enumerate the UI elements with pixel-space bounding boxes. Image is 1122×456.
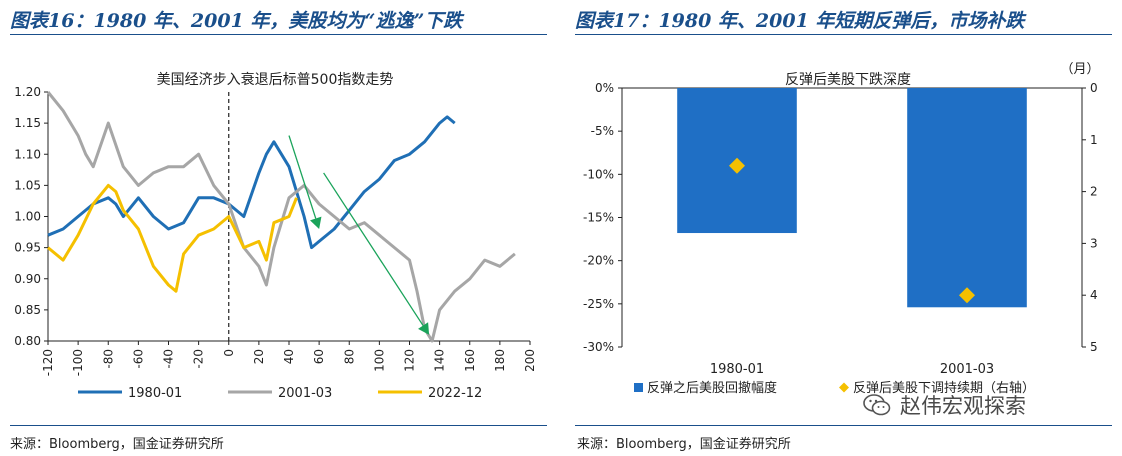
x-tick-label: -60 xyxy=(131,349,145,369)
line-chart-title: 美国经济步入衰退后标普500指数走势 xyxy=(157,71,394,88)
x-tick-label: 120 xyxy=(403,349,417,372)
y-tick-label: 0.80 xyxy=(14,334,41,348)
right-source-rule xyxy=(575,425,1112,426)
series-line-2022-12 xyxy=(47,183,298,293)
series-line-2001-03 xyxy=(46,91,516,343)
left-tick-label: -15% xyxy=(583,211,614,225)
category-label-2001-03: 2001-03 xyxy=(940,362,994,377)
rebound-drawdown-bar-chart: 反弹后美股下跌深度 （月） 0%-5%-10%-15%-20%-25%-30%0… xyxy=(583,62,1100,396)
x-tick-label: 200 xyxy=(523,349,537,372)
duration-marker-1980-01 xyxy=(729,157,745,174)
right-chart-title: 图表17：1980 年、2001 年短期反弹后，市场补跌 xyxy=(575,10,1025,32)
x-tick-label: 60 xyxy=(312,349,326,364)
trend-arrow-shaft-1 xyxy=(288,135,317,219)
left-tick-label: -10% xyxy=(583,167,614,181)
right-title-rule xyxy=(575,34,1112,35)
right-tick-label: 4 xyxy=(1090,288,1098,302)
x-tick-label: -120 xyxy=(41,349,55,376)
y-tick-label: 1.05 xyxy=(14,178,41,192)
right-tick-label: 5 xyxy=(1090,340,1098,354)
legend-swatch-drawdown xyxy=(634,383,643,392)
x-tick-label: 160 xyxy=(463,349,477,372)
trend-arrowhead-1 xyxy=(310,216,322,229)
right-tick-label: 1 xyxy=(1090,133,1098,147)
series-line-1980-01 xyxy=(47,115,456,250)
y-tick-label: 1.15 xyxy=(14,116,41,130)
line-chart-legend: 1980-01 2001-03 2022-12 xyxy=(78,386,482,401)
x-tick-label: 140 xyxy=(433,349,447,372)
line-chart-axes: 0.80 0.85 0.90 0.95 1.00 1.05 1.10 1.15 1.20 -120… xyxy=(14,85,537,376)
y-tick-label: 1.00 xyxy=(14,210,41,224)
duration-marker-2001-03 xyxy=(959,287,975,304)
right-tick-label: 0 xyxy=(1090,81,1098,95)
wechat-icon xyxy=(863,394,891,416)
right-tick-label: 2 xyxy=(1090,185,1098,199)
legend-label-drawdown: 反弹之后美股回撤幅度 xyxy=(647,380,777,396)
y-tick-label: 1.20 xyxy=(14,85,41,99)
left-title-rule xyxy=(10,34,547,35)
x-tick-label: 80 xyxy=(342,349,356,364)
right-source-note: 来源：Bloomberg，国金证券研究所 xyxy=(577,437,791,452)
sp500-recession-line-chart: 美国经济步入衰退后标普500指数走势 0.80 0.85 0.90 0.95 1.00 1… xyxy=(14,71,537,401)
left-tick-label: 0% xyxy=(595,81,614,95)
x-tick-label: 100 xyxy=(372,349,386,372)
x-tick-label: 0 xyxy=(222,349,236,357)
right-axis-unit: （月） xyxy=(1060,62,1099,77)
x-tick-label: -40 xyxy=(162,349,176,369)
trend-arrow-shaft-2 xyxy=(323,172,424,326)
watermark-text: 赵伟宏观探索 xyxy=(900,394,1026,418)
legend-label-2022-12: 2022-12 xyxy=(428,386,482,401)
y-tick-label: 0.95 xyxy=(14,241,41,255)
y-tick-label: 1.10 xyxy=(14,147,41,161)
bar-2001-03 xyxy=(907,88,1027,308)
legend-swatch-duration xyxy=(839,382,849,393)
left-source-note: 来源：Bloomberg，国金证券研究所 xyxy=(10,437,224,452)
x-tick-label: 180 xyxy=(493,349,507,372)
left-tick-label: -30% xyxy=(583,340,614,354)
bar-chart-bars: 1980-01 2001-03 xyxy=(677,88,1027,377)
x-tick-label: -100 xyxy=(71,349,85,376)
trend-arrowhead-2 xyxy=(418,322,430,335)
bar-chart-legend: 反弹之后美股回撤幅度 反弹后美股下调持续期（右轴） xyxy=(634,380,1035,396)
right-tick-label: 3 xyxy=(1090,236,1098,250)
legend-label-2001-03: 2001-03 xyxy=(278,386,332,401)
line-chart-series xyxy=(46,91,516,343)
left-tick-label: -20% xyxy=(583,254,614,268)
legend-label-duration: 反弹后美股下调持续期（右轴） xyxy=(853,381,1035,396)
left-tick-label: -5% xyxy=(591,124,614,138)
bar-chart-axes: 0% -5% -10% -15% -20% -25% -30% 0 1 2 3 4 5 xyxy=(583,81,1098,354)
y-tick-label: 0.85 xyxy=(14,303,41,317)
category-label-1980-01: 1980-01 xyxy=(710,362,764,377)
bar-chart-title: 反弹后美股下跌深度 xyxy=(785,72,911,88)
trend-arrows xyxy=(288,135,430,335)
legend-label-1980-01: 1980-01 xyxy=(128,386,182,401)
x-tick-label: 40 xyxy=(282,349,296,364)
x-tick-label: 20 xyxy=(252,349,266,364)
y-tick-label: 0.90 xyxy=(14,272,41,286)
left-tick-label: -25% xyxy=(583,297,614,311)
x-tick-label: -20 xyxy=(192,349,206,369)
x-tick-label: -80 xyxy=(101,349,115,369)
watermark: 赵伟宏观探索 xyxy=(862,390,1026,420)
left-chart-title: 图表16：1980 年、2001 年，美股均为“逃逸”下跌 xyxy=(10,10,463,32)
left-source-rule xyxy=(10,425,547,426)
